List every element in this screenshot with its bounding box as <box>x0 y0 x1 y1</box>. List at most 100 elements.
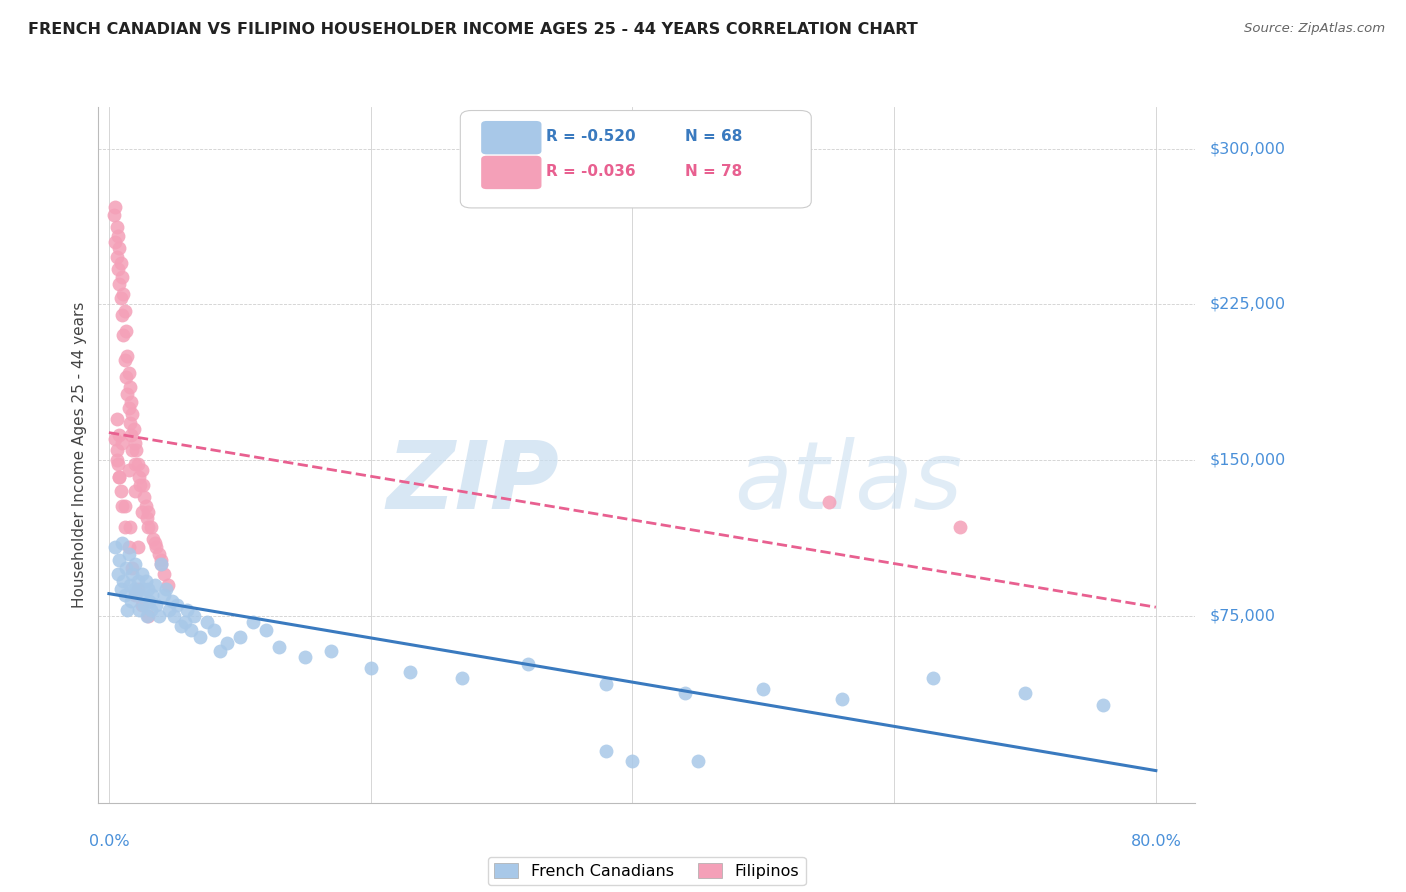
Point <box>1014 686 1036 700</box>
Point <box>121 567 143 582</box>
Point <box>105 411 128 425</box>
Point <box>129 478 152 492</box>
Point <box>121 442 143 457</box>
Text: $300,000: $300,000 <box>1209 141 1285 156</box>
Point <box>125 586 148 600</box>
Point <box>209 644 232 658</box>
Point <box>117 547 139 561</box>
Point <box>107 567 129 582</box>
Point <box>132 582 155 596</box>
Point <box>242 615 264 629</box>
Point <box>124 588 146 602</box>
Text: N = 68: N = 68 <box>685 129 742 145</box>
Text: FRENCH CANADIAN VS FILIPINO HOUSEHOLDER INCOME AGES 25 - 44 YEARS CORRELATION CH: FRENCH CANADIAN VS FILIPINO HOUSEHOLDER … <box>28 22 918 37</box>
Point <box>114 519 136 533</box>
Point <box>134 491 156 505</box>
Text: $75,000: $75,000 <box>1209 608 1275 624</box>
Point <box>399 665 422 679</box>
Point <box>112 574 135 588</box>
Point <box>105 220 128 235</box>
Point <box>104 200 127 214</box>
Point <box>131 505 153 519</box>
Point <box>155 582 177 596</box>
Point <box>176 602 198 616</box>
Point <box>148 608 170 623</box>
Point <box>143 578 166 592</box>
Point <box>124 436 146 450</box>
Point <box>120 594 142 608</box>
Point <box>150 557 173 571</box>
Point <box>108 469 131 483</box>
Legend: French Canadians, Filipinos: French Canadians, Filipinos <box>488 857 806 885</box>
Point <box>115 561 138 575</box>
Point <box>595 744 617 758</box>
Point <box>166 599 188 613</box>
Point <box>127 541 149 555</box>
Point <box>148 547 170 561</box>
Point <box>173 615 195 629</box>
Point <box>673 686 696 700</box>
Point <box>108 277 131 291</box>
Point <box>153 567 176 582</box>
Point <box>105 250 128 264</box>
Text: R = -0.520: R = -0.520 <box>546 129 636 145</box>
Point <box>105 453 128 467</box>
Point <box>132 478 155 492</box>
Point <box>110 484 132 499</box>
Point <box>202 624 225 638</box>
Point <box>117 541 139 555</box>
Point <box>110 582 132 596</box>
Point <box>294 650 316 665</box>
Text: R = -0.036: R = -0.036 <box>546 164 636 179</box>
Point <box>141 588 163 602</box>
Point <box>122 422 145 436</box>
Point <box>145 541 167 555</box>
Point <box>110 256 132 270</box>
Text: 80.0%: 80.0% <box>1130 834 1181 849</box>
Point <box>160 594 183 608</box>
Point <box>143 536 166 550</box>
Point <box>817 494 839 508</box>
Text: atlas: atlas <box>734 437 963 528</box>
Point <box>180 624 202 638</box>
Point <box>150 553 173 567</box>
Point <box>163 608 186 623</box>
Point <box>195 615 218 629</box>
Point <box>127 574 149 588</box>
Point <box>118 380 141 394</box>
Point <box>516 657 538 671</box>
Point <box>267 640 290 654</box>
Point <box>124 484 146 499</box>
Point <box>128 602 150 616</box>
Point <box>107 262 129 277</box>
Point <box>114 499 136 513</box>
Text: ZIP: ZIP <box>387 437 560 529</box>
Point <box>451 671 474 685</box>
Text: Source: ZipAtlas.com: Source: ZipAtlas.com <box>1244 22 1385 36</box>
Point <box>110 291 132 305</box>
Point <box>111 270 134 285</box>
Point <box>111 536 134 550</box>
Point <box>595 677 617 691</box>
Point <box>621 754 644 768</box>
Point <box>360 661 382 675</box>
Point <box>117 366 139 380</box>
Point <box>121 561 143 575</box>
Point <box>157 602 180 616</box>
Text: N = 78: N = 78 <box>685 164 742 179</box>
Point <box>183 608 205 623</box>
Point <box>156 578 179 592</box>
Point <box>114 353 136 368</box>
Point <box>108 241 131 255</box>
Point <box>115 349 138 363</box>
Point <box>831 692 853 706</box>
Point <box>115 324 138 338</box>
Point <box>131 599 153 613</box>
Point <box>1092 698 1115 713</box>
FancyBboxPatch shape <box>460 111 811 208</box>
Point <box>150 557 173 571</box>
Point <box>752 681 775 696</box>
Point <box>104 235 127 249</box>
Point <box>190 630 212 644</box>
Point <box>118 578 141 592</box>
